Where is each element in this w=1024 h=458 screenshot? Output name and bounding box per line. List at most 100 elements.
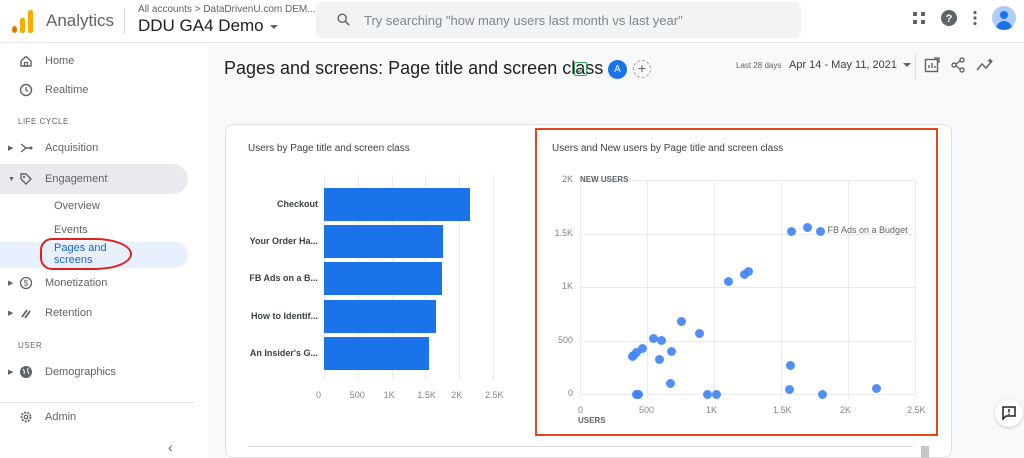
nav-admin[interactable]: Admin: [0, 402, 188, 432]
feedback-icon: [1002, 406, 1016, 421]
bar-category-label: How to Identif...: [251, 310, 318, 321]
y-tick-label: 1.5K: [554, 227, 573, 238]
gridline: [714, 180, 715, 398]
expand-arrow-icon: ▶: [8, 369, 14, 376]
scatter-point[interactable]: [743, 266, 753, 276]
left-nav: Home Realtime LIFE CYCLE ▶ Acquisition ▼…: [0, 44, 200, 458]
nav-label: Demographics: [45, 366, 116, 378]
scatter-point[interactable]: [871, 384, 881, 394]
section-lifecycle: LIFE CYCLE: [18, 117, 69, 126]
top-right-actions: ?: [912, 6, 1016, 30]
nav-acquisition[interactable]: ▶ Acquisition: [0, 133, 188, 163]
gridline: [580, 180, 581, 398]
analytics-logo-icon[interactable]: [12, 9, 34, 33]
globe-icon: [20, 366, 32, 378]
more-vert-icon[interactable]: [972, 10, 978, 26]
search-placeholder: Try searching "how many users last month…: [364, 13, 683, 28]
add-comparison-button[interactable]: +: [633, 60, 651, 78]
account-breadcrumb[interactable]: All accounts > DataDrivenU.com DEM...: [138, 4, 316, 15]
gridline: [459, 175, 461, 380]
bar-category-label: Checkout: [276, 199, 318, 209]
x-tick-label: 2K: [451, 390, 463, 400]
scatter-point[interactable]: [695, 328, 705, 338]
gridline: [580, 233, 915, 235]
scatter-point[interactable]: [712, 389, 722, 399]
x-tick-label: 2.5K: [485, 390, 504, 400]
scatter-point[interactable]: [785, 360, 795, 370]
account-avatar[interactable]: [992, 6, 1016, 30]
help-icon[interactable]: ?: [940, 9, 958, 27]
scatter-point[interactable]: [703, 389, 713, 399]
nav-realtime[interactable]: Realtime: [0, 75, 188, 105]
scatter-point[interactable]: [785, 384, 795, 394]
x-tick-label: 500: [639, 405, 655, 415]
nav-demographics[interactable]: ▶ Demographics: [0, 357, 188, 387]
x-tick-label: 500: [349, 390, 365, 400]
feedback-button[interactable]: [995, 399, 1023, 427]
share-icon[interactable]: [950, 57, 966, 73]
y-tick-label: 500: [557, 334, 573, 345]
scatter-point[interactable]: [656, 336, 666, 345]
svg-text:$: $: [24, 279, 29, 288]
gridline: [915, 180, 916, 398]
gridline: [781, 180, 782, 398]
report-actions: [924, 57, 994, 73]
bar-chart-title: Users by Page title and screen class: [248, 143, 410, 154]
nav-home[interactable]: Home: [0, 46, 188, 76]
divider: [0, 402, 195, 403]
search-box[interactable]: Try searching "how many users last month…: [316, 2, 801, 38]
scrollbar-thumb[interactable]: [921, 446, 929, 458]
nav-engagement-overview[interactable]: Overview: [54, 200, 100, 212]
date-range-picker[interactable]: Apr 14 - May 11, 2021: [789, 59, 912, 71]
y-tick-label: 1K: [561, 281, 573, 291]
x-tick-label: 1K: [706, 405, 718, 415]
x-axis-title: USERS: [578, 416, 606, 425]
nav-pages-and-screens[interactable]: Pages and screens: [0, 242, 188, 268]
scatter-chart-title: Users and New users by Page title and sc…: [552, 143, 784, 154]
chevron-left-icon[interactable]: ‹: [168, 439, 173, 455]
nav-monetization[interactable]: ▶ $ Monetization: [0, 268, 188, 298]
page-title: Pages and screens: Page title and screen…: [224, 58, 604, 78]
scatter-point[interactable]: [665, 379, 675, 389]
expand-arrow-icon: ▶: [8, 280, 14, 287]
scatter-point[interactable]: [676, 316, 686, 326]
x-tick-label: 1.5K: [773, 405, 792, 415]
bar[interactable]: [324, 262, 442, 296]
comparison-avatar[interactable]: A: [608, 60, 627, 79]
nav-engagement[interactable]: ▼ Engagement: [0, 164, 188, 194]
bar[interactable]: [324, 188, 471, 221]
nav-retention[interactable]: ▶ Retention: [0, 298, 188, 328]
nav-engagement-events[interactable]: Events: [54, 224, 88, 236]
bar[interactable]: [324, 225, 443, 259]
scatter-point[interactable]: [803, 222, 813, 232]
scatter-point[interactable]: [787, 226, 797, 236]
bar-category-label: Your Order Ha...: [249, 236, 318, 247]
date-range-label: Last 28 days: [736, 61, 782, 70]
scatter-point[interactable]: [816, 226, 826, 236]
date-range-value: Apr 14 - May 11, 2021: [789, 59, 898, 71]
bar[interactable]: [324, 299, 436, 333]
gridline: [647, 180, 648, 398]
scatter-point[interactable]: [648, 333, 658, 343]
gridline: [848, 180, 849, 398]
x-tick-label: 1K: [383, 390, 395, 400]
scatter-point[interactable]: [654, 355, 664, 365]
x-tick-label: 1.5K: [417, 390, 436, 400]
scatter-point[interactable]: [637, 344, 647, 354]
clock-icon: [19, 83, 33, 97]
bar[interactable]: [324, 336, 429, 370]
customize-report-icon[interactable]: [924, 57, 940, 73]
property-selector[interactable]: DDU GA4 Demo: [138, 16, 278, 36]
scatter-point[interactable]: [818, 389, 828, 399]
y-tick-label: 2K: [561, 174, 573, 184]
apps-grid-icon[interactable]: [912, 11, 926, 25]
insights-icon[interactable]: [976, 57, 994, 73]
scatter-point[interactable]: [723, 277, 733, 287]
scatter-point[interactable]: [627, 352, 637, 362]
search-icon: [337, 13, 350, 26]
report-saved-check-icon[interactable]: [574, 62, 587, 76]
scatter-point[interactable]: [633, 389, 643, 399]
svg-text:?: ?: [946, 13, 953, 25]
scatter-point[interactable]: [666, 347, 676, 357]
divider: [248, 446, 913, 447]
